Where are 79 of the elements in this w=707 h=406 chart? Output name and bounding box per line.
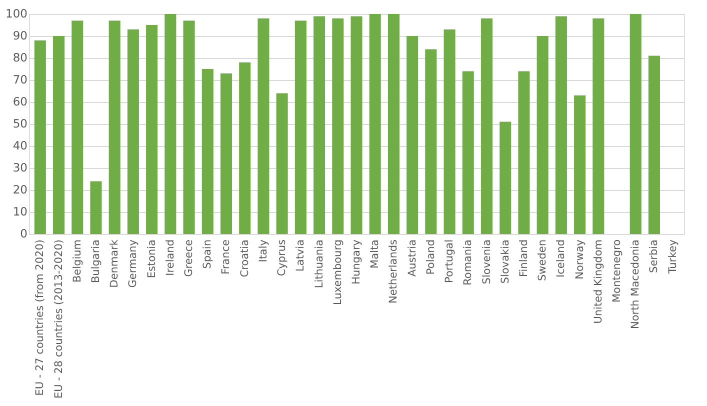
bar bbox=[183, 20, 195, 234]
bar bbox=[276, 93, 288, 234]
bar bbox=[90, 181, 102, 234]
x-tick-label: Poland bbox=[424, 240, 437, 275]
bar bbox=[480, 18, 493, 234]
x-tick-label: Romania bbox=[462, 240, 474, 286]
bar bbox=[146, 25, 158, 234]
x-tick-label: Hungary bbox=[350, 240, 362, 284]
y-tick-label: 70 bbox=[12, 72, 28, 86]
x-tick-label: Italy bbox=[257, 240, 270, 262]
x-tick-label: Belgium bbox=[71, 240, 84, 283]
bar bbox=[518, 71, 530, 234]
x-tick-label: Croatia bbox=[238, 240, 251, 278]
x-tick-label: EU - 28 countries (2013-2020) bbox=[52, 240, 65, 399]
bar bbox=[202, 69, 214, 234]
bar bbox=[127, 29, 139, 234]
y-tick-label: 20 bbox=[12, 182, 28, 196]
bar bbox=[164, 14, 176, 234]
y-tick-label: 60 bbox=[12, 94, 28, 108]
bar bbox=[592, 18, 604, 234]
x-tick-label: Portugal bbox=[444, 240, 456, 283]
bar bbox=[332, 18, 344, 234]
bar bbox=[108, 20, 120, 234]
y-tick-label: 50 bbox=[12, 116, 28, 130]
x-tick-label: Turkey bbox=[666, 240, 679, 275]
x-tick-label: Cyprus bbox=[276, 240, 288, 276]
bar bbox=[53, 36, 65, 234]
bar bbox=[220, 73, 232, 234]
bar bbox=[630, 14, 642, 234]
y-tick-label: 80 bbox=[12, 50, 28, 64]
x-tick-label: North Macedonia bbox=[630, 240, 642, 330]
x-tick-label: Slovenia bbox=[480, 240, 493, 284]
bar bbox=[294, 20, 306, 234]
y-tick-label: 40 bbox=[12, 138, 28, 152]
bar bbox=[314, 16, 326, 234]
x-tick-label: Greece bbox=[183, 240, 196, 277]
bar bbox=[536, 36, 548, 234]
bar bbox=[369, 14, 381, 234]
x-tick-label: Malta bbox=[369, 240, 382, 268]
x-tick-label: United Kingdom bbox=[592, 240, 604, 324]
x-tick-label: Montenegro bbox=[611, 240, 624, 303]
x-tick-label: Slovakia bbox=[499, 240, 512, 284]
y-tick-label: 10 bbox=[12, 204, 28, 218]
bar bbox=[500, 122, 512, 234]
x-tick-label: Serbia bbox=[648, 240, 660, 273]
x-tick-label: Norway bbox=[574, 240, 586, 280]
x-tick-label: France bbox=[220, 240, 232, 274]
bar bbox=[72, 20, 84, 234]
y-tick-label: 0 bbox=[20, 226, 28, 240]
x-tick-label: Finland bbox=[518, 240, 530, 278]
bar bbox=[425, 49, 437, 234]
bar bbox=[34, 40, 46, 234]
x-tick-label: Estonia bbox=[146, 240, 158, 278]
bar bbox=[462, 71, 474, 234]
y-tick-label: 100 bbox=[6, 6, 28, 20]
bar bbox=[406, 36, 418, 234]
bar bbox=[444, 29, 456, 234]
y-tick-label: 30 bbox=[12, 160, 28, 174]
x-tick-label: Netherlands bbox=[388, 240, 400, 304]
x-tick-label: EU - 27 countries (from 2020) bbox=[34, 240, 46, 396]
x-tick-label: Luxembourg bbox=[332, 240, 344, 305]
bar bbox=[258, 18, 270, 234]
x-tick-label: Spain bbox=[202, 240, 214, 269]
x-tick-label: Denmark bbox=[108, 238, 121, 288]
bar bbox=[574, 95, 586, 234]
x-tick-label: Iceland bbox=[555, 240, 568, 278]
x-tick-label: Lithuania bbox=[313, 240, 326, 288]
y-tick-label: 90 bbox=[12, 28, 28, 42]
bar bbox=[648, 56, 660, 234]
bar bbox=[555, 16, 567, 234]
bar bbox=[350, 16, 362, 234]
x-tick-label: Germany bbox=[127, 240, 140, 288]
x-tick-label: Ireland bbox=[164, 240, 176, 276]
x-tick-label: Bulgaria bbox=[90, 240, 102, 284]
bar bbox=[388, 14, 400, 234]
x-tick-label: Austria bbox=[406, 240, 418, 277]
x-tick-label: Latvia bbox=[294, 240, 307, 272]
x-tick-label: Sweden bbox=[536, 240, 549, 281]
bar bbox=[239, 62, 251, 234]
